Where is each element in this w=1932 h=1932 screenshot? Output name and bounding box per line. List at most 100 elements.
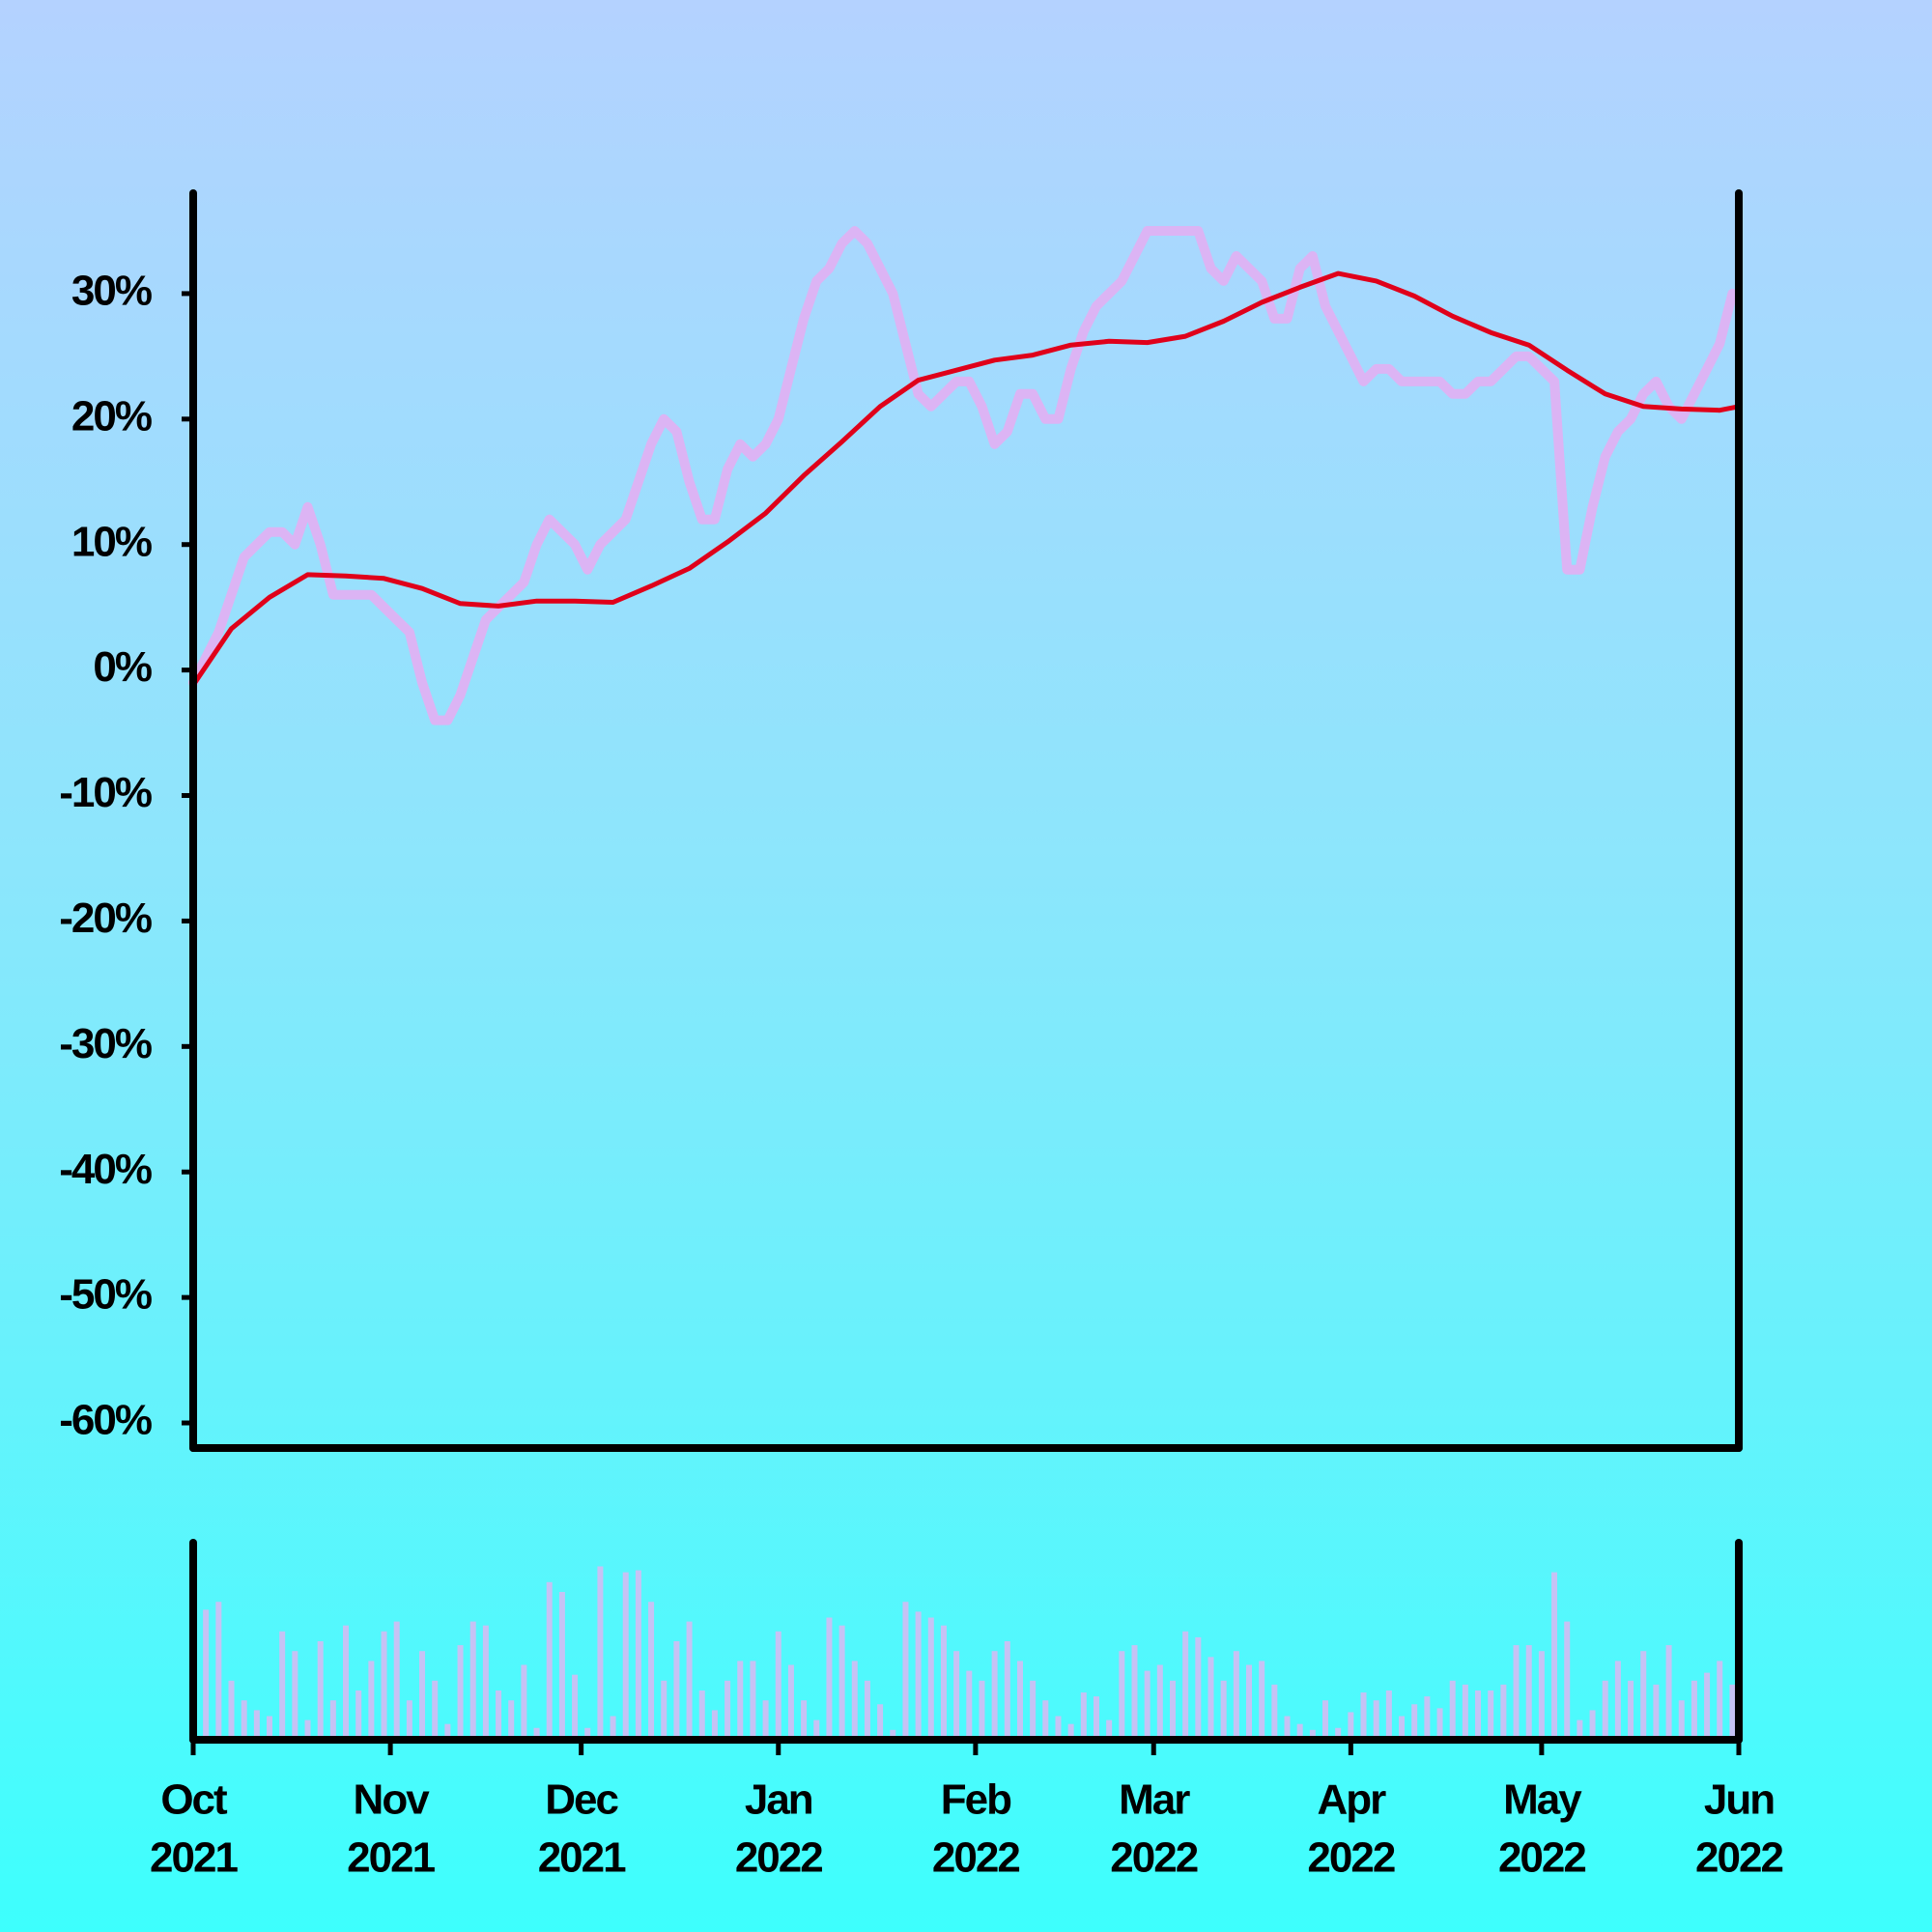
y-tick-label: -20% — [59, 895, 152, 942]
volume-bar — [1030, 1680, 1037, 1740]
volume-bar — [521, 1664, 527, 1740]
volume-bar — [253, 1710, 260, 1740]
x-tick-label: 2022 — [932, 1834, 1019, 1882]
volume-bar — [1399, 1716, 1406, 1740]
volume-bar — [1271, 1684, 1278, 1740]
x-tick-label: May — [1503, 1776, 1582, 1824]
x-tick-label: Mar — [1119, 1776, 1190, 1824]
volume-bar — [241, 1700, 247, 1740]
volume-bar — [1182, 1631, 1189, 1740]
volume-bar — [1424, 1696, 1431, 1740]
volume-bar — [368, 1661, 375, 1740]
volume-bar — [1284, 1716, 1291, 1740]
volume-bar — [1500, 1684, 1507, 1740]
volume-bar — [953, 1651, 960, 1740]
volume-bar — [838, 1625, 845, 1740]
volume-bar — [1602, 1680, 1608, 1740]
x-tick-label: 2022 — [1307, 1834, 1394, 1882]
y-tick-label: 20% — [71, 392, 152, 440]
volume-bar — [304, 1719, 311, 1740]
volume-bar — [826, 1617, 833, 1740]
volume-bar — [1449, 1680, 1456, 1740]
volume-bar — [1640, 1651, 1647, 1740]
volume-bar — [406, 1700, 412, 1740]
volume-bar — [393, 1621, 400, 1740]
volume-bar — [635, 1570, 641, 1740]
volume-bar — [1717, 1661, 1723, 1740]
volume-bar — [1335, 1727, 1342, 1740]
volume-bar — [648, 1602, 655, 1740]
moving-average-line — [190, 270, 1742, 688]
volume-bar — [1080, 1692, 1087, 1740]
volume-bar — [1729, 1684, 1736, 1740]
volume-bar — [813, 1719, 820, 1740]
volume-bar — [1093, 1696, 1099, 1740]
volume-bar — [1475, 1690, 1482, 1740]
volume-bar — [991, 1651, 998, 1740]
volume-bar — [1119, 1651, 1125, 1740]
x-tick-label: 2022 — [1110, 1834, 1197, 1882]
volume-bar — [1322, 1700, 1329, 1740]
volume-bar — [979, 1680, 985, 1740]
volume-bar — [457, 1645, 464, 1740]
volume-bar — [508, 1700, 515, 1740]
x-tick-label: Apr — [1317, 1776, 1386, 1824]
volume-bar — [1525, 1645, 1532, 1740]
volume-bar — [890, 1729, 896, 1740]
volume-bar — [1067, 1723, 1074, 1740]
volume-bar — [533, 1727, 540, 1740]
y-tick-label: -10% — [59, 769, 152, 816]
volume-bar — [724, 1680, 731, 1740]
y-tick-label: 30% — [71, 268, 152, 315]
volume-bar — [203, 1609, 210, 1740]
y-tick-label: -40% — [59, 1146, 152, 1193]
volume-bar — [1208, 1657, 1214, 1740]
volume-bar — [292, 1651, 298, 1740]
volume-bar — [940, 1625, 947, 1740]
volume-bar — [1042, 1700, 1049, 1740]
x-tick-label: 2021 — [347, 1834, 435, 1882]
volume-bar — [762, 1700, 769, 1740]
volume-bar — [1704, 1672, 1711, 1740]
volume-bar — [469, 1621, 476, 1740]
volume-bar — [1055, 1716, 1062, 1740]
volume-bar — [267, 1716, 273, 1740]
volume-bar — [343, 1625, 350, 1740]
volume-bar — [1360, 1692, 1367, 1740]
volume-bar — [1259, 1661, 1265, 1740]
volume-bar — [1436, 1708, 1443, 1740]
volume-bar — [1373, 1700, 1379, 1740]
volume-bar — [801, 1700, 808, 1740]
volume-bar — [1665, 1645, 1672, 1740]
volume-bar — [1016, 1661, 1023, 1740]
volume-bar — [1144, 1670, 1151, 1740]
volume-bar — [419, 1651, 426, 1740]
volume-bar — [1156, 1664, 1163, 1740]
x-tick-label: 2022 — [1498, 1834, 1585, 1882]
volume-bar — [1309, 1729, 1316, 1740]
volume-bar — [661, 1680, 668, 1740]
y-tick-label: -30% — [59, 1020, 152, 1067]
volume-bar — [1106, 1719, 1113, 1740]
volume-bar — [228, 1680, 235, 1740]
volume-bar — [1690, 1680, 1697, 1740]
price-line — [188, 226, 1738, 725]
volume-bar — [1246, 1664, 1253, 1740]
volume-bar — [215, 1602, 222, 1740]
y-tick-label: -50% — [59, 1271, 152, 1319]
volume-bar — [1538, 1651, 1545, 1740]
volume-bar — [686, 1621, 693, 1740]
volume-bar — [673, 1641, 680, 1740]
volume-bar — [610, 1716, 616, 1740]
x-tick-label: Oct — [160, 1776, 228, 1824]
volume-bar — [1462, 1684, 1468, 1740]
volume-bar — [864, 1680, 870, 1740]
x-tick-label: Nov — [354, 1776, 431, 1824]
volume-bar — [1131, 1645, 1138, 1740]
x-tick-label: Jun — [1704, 1776, 1774, 1824]
volume-bar — [1195, 1636, 1202, 1740]
volume-bar — [966, 1670, 973, 1740]
x-tick-label: Jan — [745, 1776, 812, 1824]
volume-bar — [597, 1566, 604, 1740]
